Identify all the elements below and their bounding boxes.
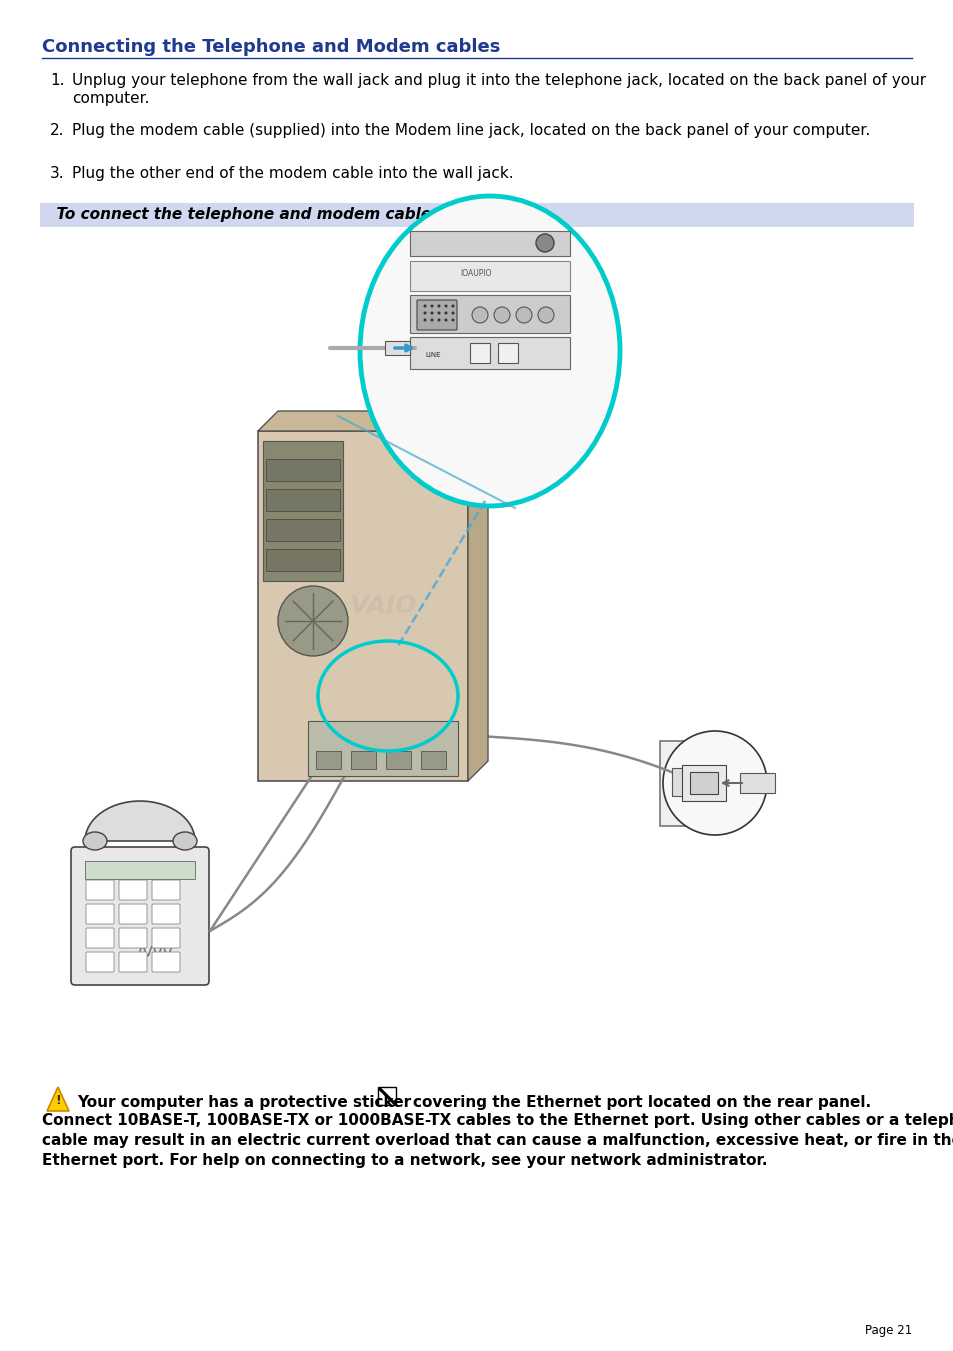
FancyBboxPatch shape xyxy=(152,880,180,900)
Circle shape xyxy=(451,304,454,308)
Bar xyxy=(659,740,714,825)
Circle shape xyxy=(423,312,426,315)
Text: LINE: LINE xyxy=(424,353,440,358)
Text: VAIO: VAIO xyxy=(349,594,416,617)
Text: To connect the telephone and modem cables: To connect the telephone and modem cable… xyxy=(46,207,440,222)
Polygon shape xyxy=(85,801,194,842)
Text: Plug the modem cable (supplied) into the Modem line jack, located on the back pa: Plug the modem cable (supplied) into the… xyxy=(71,123,869,138)
Bar xyxy=(85,861,194,880)
Circle shape xyxy=(451,312,454,315)
FancyBboxPatch shape xyxy=(86,952,113,971)
Ellipse shape xyxy=(359,196,619,507)
Polygon shape xyxy=(468,411,488,781)
Text: computer.: computer. xyxy=(71,91,150,105)
FancyBboxPatch shape xyxy=(152,904,180,924)
Bar xyxy=(377,1088,395,1105)
Text: !: ! xyxy=(55,1093,61,1106)
FancyBboxPatch shape xyxy=(119,928,147,948)
Text: covering the Ethernet port located on the rear panel.: covering the Ethernet port located on th… xyxy=(413,1096,870,1111)
Text: Connecting the Telephone and Modem cables: Connecting the Telephone and Modem cable… xyxy=(42,38,500,55)
Bar xyxy=(266,489,339,511)
Circle shape xyxy=(444,319,447,322)
Text: 2.: 2. xyxy=(50,123,65,138)
FancyBboxPatch shape xyxy=(416,300,456,330)
Bar xyxy=(263,440,343,581)
Text: 1.: 1. xyxy=(50,73,65,88)
Bar xyxy=(410,336,569,369)
FancyBboxPatch shape xyxy=(152,928,180,948)
FancyBboxPatch shape xyxy=(86,880,113,900)
FancyBboxPatch shape xyxy=(119,904,147,924)
Circle shape xyxy=(437,312,440,315)
Circle shape xyxy=(444,304,447,308)
FancyBboxPatch shape xyxy=(119,880,147,900)
Bar xyxy=(420,751,446,769)
Text: Connect 10BASE-T, 100BASE-TX or 1000BASE-TX cables to the Ethernet port. Using o: Connect 10BASE-T, 100BASE-TX or 1000BASE… xyxy=(42,1113,953,1128)
Bar xyxy=(266,549,339,571)
Circle shape xyxy=(437,319,440,322)
Bar xyxy=(681,765,725,801)
Bar xyxy=(385,340,410,355)
Circle shape xyxy=(423,319,426,322)
Bar xyxy=(315,751,340,769)
Text: Plug the other end of the modem cable into the wall jack.: Plug the other end of the modem cable in… xyxy=(71,166,513,181)
FancyBboxPatch shape xyxy=(71,847,209,985)
Text: IOAUPIO: IOAUPIO xyxy=(459,269,491,277)
Text: 3.: 3. xyxy=(50,166,65,181)
Circle shape xyxy=(430,304,433,308)
Circle shape xyxy=(277,586,348,657)
Bar xyxy=(689,771,718,794)
Bar xyxy=(410,261,569,290)
Circle shape xyxy=(423,304,426,308)
Text: Page 21: Page 21 xyxy=(863,1324,911,1337)
Polygon shape xyxy=(47,1088,69,1111)
Bar xyxy=(470,343,490,363)
Bar xyxy=(386,751,411,769)
Bar xyxy=(308,721,457,775)
Polygon shape xyxy=(257,411,488,431)
FancyBboxPatch shape xyxy=(257,431,468,781)
Circle shape xyxy=(430,312,433,315)
FancyBboxPatch shape xyxy=(119,952,147,971)
Text: cable may result in an electric current overload that can cause a malfunction, e: cable may result in an electric current … xyxy=(42,1133,953,1148)
Circle shape xyxy=(494,307,510,323)
Bar xyxy=(40,203,913,227)
Text: Your computer has a protective sticker: Your computer has a protective sticker xyxy=(77,1096,411,1111)
Text: Ethernet port. For help on connecting to a network, see your network administrat: Ethernet port. For help on connecting to… xyxy=(42,1152,767,1169)
Circle shape xyxy=(451,319,454,322)
FancyBboxPatch shape xyxy=(152,952,180,971)
Circle shape xyxy=(430,319,433,322)
Circle shape xyxy=(536,234,554,253)
Circle shape xyxy=(437,304,440,308)
Ellipse shape xyxy=(172,832,196,850)
Ellipse shape xyxy=(83,832,107,850)
FancyBboxPatch shape xyxy=(86,904,113,924)
Circle shape xyxy=(444,312,447,315)
Bar xyxy=(266,519,339,540)
Bar xyxy=(266,459,339,481)
Circle shape xyxy=(516,307,532,323)
Bar xyxy=(410,231,569,255)
Circle shape xyxy=(537,307,554,323)
Bar xyxy=(740,773,774,793)
Bar xyxy=(410,295,569,332)
FancyBboxPatch shape xyxy=(86,928,113,948)
Bar xyxy=(351,751,375,769)
Bar xyxy=(671,767,703,796)
Bar xyxy=(497,343,517,363)
Circle shape xyxy=(662,731,766,835)
Text: Unplug your telephone from the wall jack and plug it into the telephone jack, lo: Unplug your telephone from the wall jack… xyxy=(71,73,925,88)
Circle shape xyxy=(472,307,488,323)
